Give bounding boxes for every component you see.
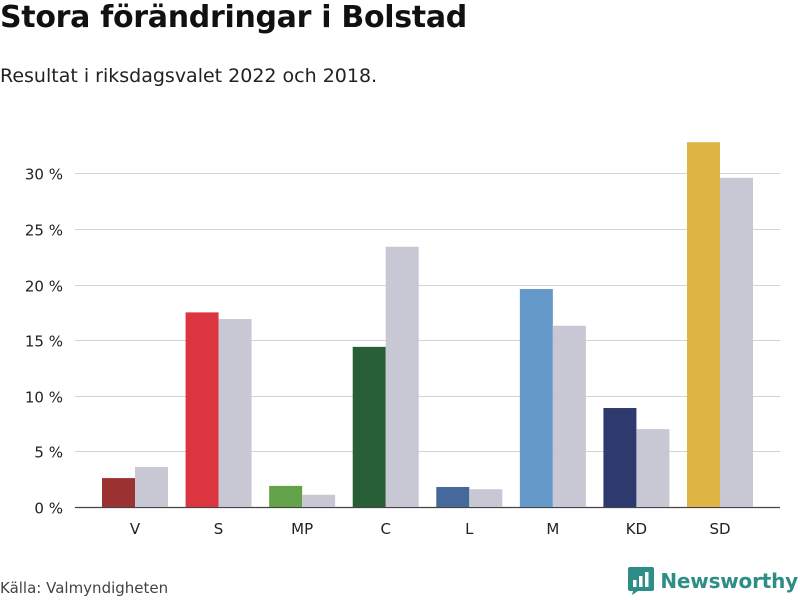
y-tick-label: 0 %: [34, 500, 63, 518]
bar-2022-c: [352, 346, 386, 507]
y-tick-label: 15 %: [25, 333, 63, 351]
bar-2022-m: [519, 289, 553, 507]
x-tick-label: L: [465, 520, 474, 538]
bar-2022-s: [185, 312, 219, 507]
chart-subtitle: Resultat i riksdagsvalet 2022 och 2018.: [0, 65, 378, 87]
x-tick-label: MP: [291, 520, 313, 538]
bar-2022-v: [102, 478, 135, 507]
gridlines: [75, 173, 780, 509]
bar-chart: 0 % 5 % 10 % 15 % 20 % 25 % 30 % V S MP C L M KD SD: [25, 142, 780, 538]
source-note: Källa: Valmyndigheten: [0, 579, 169, 597]
y-tick-label: 20 %: [25, 278, 63, 296]
bar-chart-icon: [628, 567, 655, 595]
newsworthy-logo: Newsworthy: [628, 567, 798, 595]
y-tick-label: 25 %: [25, 222, 63, 240]
bar-2018-s: [218, 319, 252, 507]
bar-2018-c: [385, 246, 419, 507]
brand-name: Newsworthy: [660, 569, 798, 593]
x-tick-label: SD: [709, 520, 730, 538]
bar-2018-sd: [720, 177, 753, 507]
bar-2018-v: [135, 466, 168, 507]
bar-2022-mp: [269, 485, 303, 507]
x-axis-ticks: V S MP C L M KD SD: [130, 520, 731, 538]
bar-2018-m: [552, 325, 586, 507]
x-tick-label: M: [546, 520, 559, 538]
y-tick-label: 5 %: [34, 444, 63, 462]
x-tick-label: KD: [626, 520, 647, 538]
bar-2022-kd: [603, 408, 637, 507]
x-tick-label: S: [214, 520, 224, 538]
y-axis-ticks: 0 % 5 % 10 % 15 % 20 % 25 % 30 %: [25, 166, 63, 518]
bar-2018-mp: [302, 494, 336, 507]
bars: [102, 142, 753, 507]
y-tick-label: 10 %: [25, 389, 63, 407]
x-tick-label: V: [130, 520, 141, 538]
y-tick-label: 30 %: [25, 166, 63, 184]
bar-2022-l: [436, 486, 470, 507]
chart-title: Stora förändringar i Bolstad: [0, 0, 467, 35]
bar-2018-kd: [636, 429, 670, 507]
bar-2018-l: [469, 489, 503, 507]
x-tick-label: C: [380, 520, 390, 538]
bar-2022-sd: [687, 142, 720, 507]
